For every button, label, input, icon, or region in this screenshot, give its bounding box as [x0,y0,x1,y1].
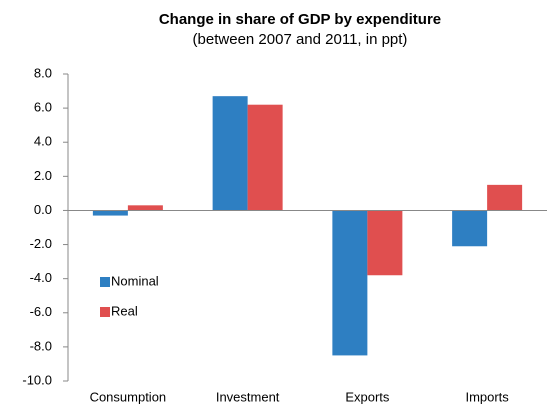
bar [212,96,248,211]
legend-swatch [100,307,110,317]
y-tick-label: -4.0 [30,270,52,285]
bar [487,184,523,211]
bar [452,210,488,247]
chart-subtitle: (between 2007 and 2011, in ppt) [193,31,408,48]
y-tick-label: 2.0 [34,168,52,183]
bar [367,210,403,276]
y-tick-label: -10.0 [22,372,52,387]
y-tick-label: -6.0 [30,304,52,319]
x-tick-label: Imports [465,389,509,404]
y-tick-label: -2.0 [30,236,52,251]
x-tick-label: Investment [216,389,280,404]
x-tick-label: Consumption [90,389,167,404]
y-tick-label: 6.0 [34,100,52,115]
y-tick-label: 4.0 [34,134,52,149]
bar [332,210,368,356]
y-tick-label: -8.0 [30,338,52,353]
x-tick-label: Exports [345,389,390,404]
bar [92,210,128,216]
chart-title: Change in share of GDP by expenditure [159,11,441,28]
bar [247,104,283,211]
y-tick-label: 0.0 [34,202,52,217]
y-tick-label: 8.0 [34,65,52,80]
bar [127,205,163,211]
legend-label: Real [111,303,138,318]
legend-label: Nominal [111,273,159,288]
legend-swatch [100,277,110,287]
